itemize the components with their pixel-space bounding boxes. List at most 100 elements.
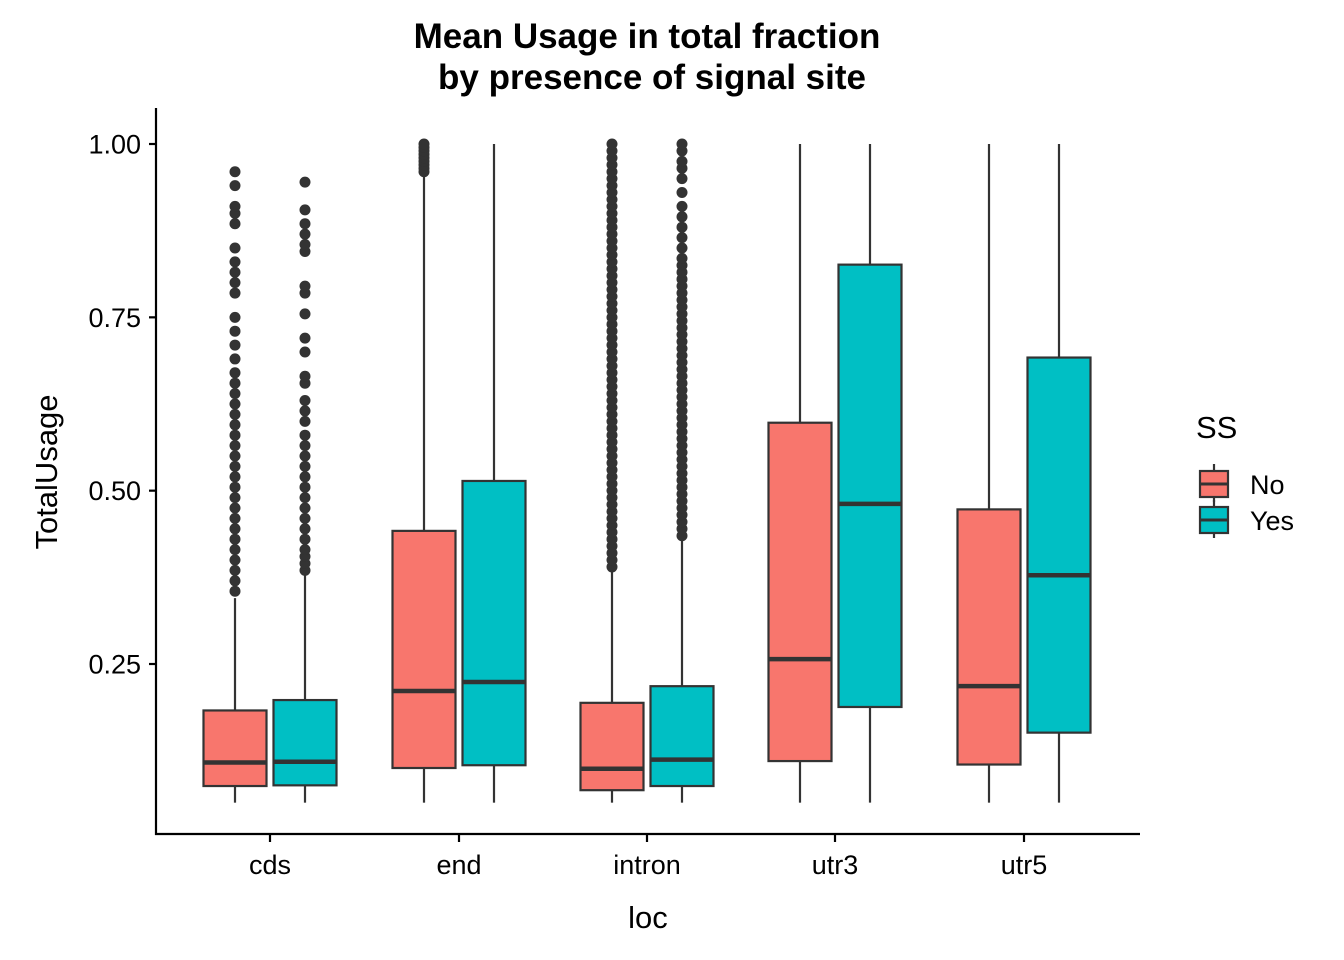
y-tick-label: 0.25: [88, 650, 141, 680]
box-intron-yes-outlier: [676, 200, 688, 212]
box-cds-no-outlier: [229, 585, 241, 597]
box-cds-no-outlier: [229, 481, 241, 493]
box-cds-yes-iqr: [272, 698, 338, 787]
box-cds-yes-outlier: [299, 218, 311, 230]
legend-key-no: No: [1198, 464, 1285, 502]
box-utr5-no: [956, 144, 1022, 803]
box-cds-no: [202, 166, 268, 803]
box-cds-yes-outlier: [299, 481, 311, 493]
box-end-yes-iqr: [461, 479, 527, 767]
box-intron-yes-outlier: [676, 155, 688, 167]
box-cds-yes-outlier: [299, 471, 311, 483]
box-cds-no-outlier: [229, 256, 241, 268]
box-end-no: [391, 138, 457, 803]
box-utr5-yes: [1026, 144, 1092, 803]
x-axis-ticks: cds end intron utr3 utr5: [249, 834, 1047, 880]
box-cds-no-outlier: [229, 388, 241, 400]
box-cds-no-outlier: [229, 325, 241, 337]
box-cds-yes-outlier: [299, 544, 311, 556]
box-intron-yes-outlier: [676, 187, 688, 199]
box-end-no-outlier: [418, 138, 430, 150]
box-cds-no-outlier: [229, 471, 241, 483]
box-cds-no-outlier: [229, 564, 241, 576]
box-cds-no-outlier: [229, 408, 241, 420]
box-intron-yes-outlier: [676, 173, 688, 185]
x-tick-label: utr5: [1001, 850, 1048, 880]
box-end-no-iqr: [391, 529, 457, 770]
box-intron-no-outlier: [606, 138, 618, 150]
box-cds-yes-outlier: [299, 440, 311, 452]
box-cds-no-outlier: [229, 277, 241, 289]
box-cds-yes-outlier: [299, 370, 311, 382]
box-intron-yes-outlier: [676, 138, 688, 150]
legend-label-no: No: [1250, 470, 1285, 500]
box-cds-no-outlier: [229, 353, 241, 365]
box-cds-no-outlier: [229, 367, 241, 379]
box-intron-no: [579, 138, 645, 803]
box-cds-no-outlier: [229, 242, 241, 254]
box-cds-yes-outlier: [299, 308, 311, 320]
box-end-yes: [461, 144, 527, 803]
box-cds-yes-outlier: [299, 346, 311, 358]
box-cds-no-outlier: [229, 166, 241, 178]
x-tick-label: utr3: [812, 850, 859, 880]
box-intron-yes-outlier: [676, 242, 688, 254]
box-intron-yes-outlier: [676, 211, 688, 223]
box-cds-no-outlier: [229, 429, 241, 441]
box-cds-no-outlier: [229, 311, 241, 323]
box-cds-no-outlier: [229, 218, 241, 230]
box-utr5-no-iqr: [956, 508, 1022, 766]
box-utr5-yes-iqr: [1026, 356, 1092, 734]
box-cds-yes-outlier: [299, 395, 311, 407]
box-utr3-no: [767, 144, 833, 803]
box-cds-no-outlier: [229, 180, 241, 192]
box-cds-no-outlier: [229, 377, 241, 389]
chart-title-line2: by presence of signal site: [438, 58, 866, 97]
box-cds-yes-outlier: [299, 228, 311, 240]
box-cds-no-outlier: [229, 554, 241, 566]
y-axis-ticks: 0.25 0.50 0.75 1.00: [88, 130, 156, 680]
series-no: [202, 138, 1022, 803]
box-cds-no-outlier: [229, 450, 241, 462]
x-tick-label: end: [436, 850, 481, 880]
box-utr3-yes: [837, 144, 903, 803]
box-cds-no-outlier: [229, 544, 241, 556]
box-cds-no-outlier: [229, 575, 241, 587]
box-cds-no-outlier: [229, 460, 241, 472]
y-axis-title: TotalUsage: [29, 394, 64, 549]
box-cds-no-outlier: [229, 533, 241, 545]
y-tick-label: 0.50: [88, 476, 141, 506]
box-cds-yes-outlier: [299, 492, 311, 504]
box-cds-no-outlier: [229, 200, 241, 212]
legend-keys: No Yes: [1198, 464, 1294, 538]
box-cds-yes-outlier: [299, 533, 311, 545]
box-cds-no-outlier: [229, 512, 241, 524]
box-intron-yes: [649, 138, 715, 803]
box-intron-yes-outlier: [676, 232, 688, 244]
chart-title-line1: Mean Usage in total fraction: [414, 17, 881, 56]
box-cds-no-outlier: [229, 523, 241, 535]
box-cds-yes-outlier: [299, 512, 311, 524]
box-cds-yes-outlier: [299, 280, 311, 292]
box-cds-yes-outlier: [299, 429, 311, 441]
box-cds-yes-outlier: [299, 450, 311, 462]
box-cds-no-outlier: [229, 398, 241, 410]
box-intron-yes-iqr: [649, 685, 715, 788]
box-intron-yes-outlier: [676, 221, 688, 233]
x-tick-label: cds: [249, 850, 291, 880]
box-cds-no-outlier: [229, 287, 241, 299]
x-tick-label: intron: [613, 850, 681, 880]
box-cds-yes-outlier: [299, 405, 311, 417]
box-cds-no-outlier: [229, 266, 241, 278]
x-axis-title: loc: [628, 900, 668, 935]
box-cds-yes-outlier: [299, 415, 311, 427]
box-cds-no-outlier: [229, 339, 241, 351]
box-intron-yes-outlier: [676, 252, 688, 264]
y-tick-label: 0.75: [88, 303, 141, 333]
legend-label-yes: Yes: [1250, 506, 1294, 536]
series-yes: [272, 138, 1092, 803]
legend-title: SS: [1196, 410, 1237, 445]
box-cds-yes-outlier: [299, 176, 311, 188]
box-cds-no-outlier: [229, 502, 241, 514]
